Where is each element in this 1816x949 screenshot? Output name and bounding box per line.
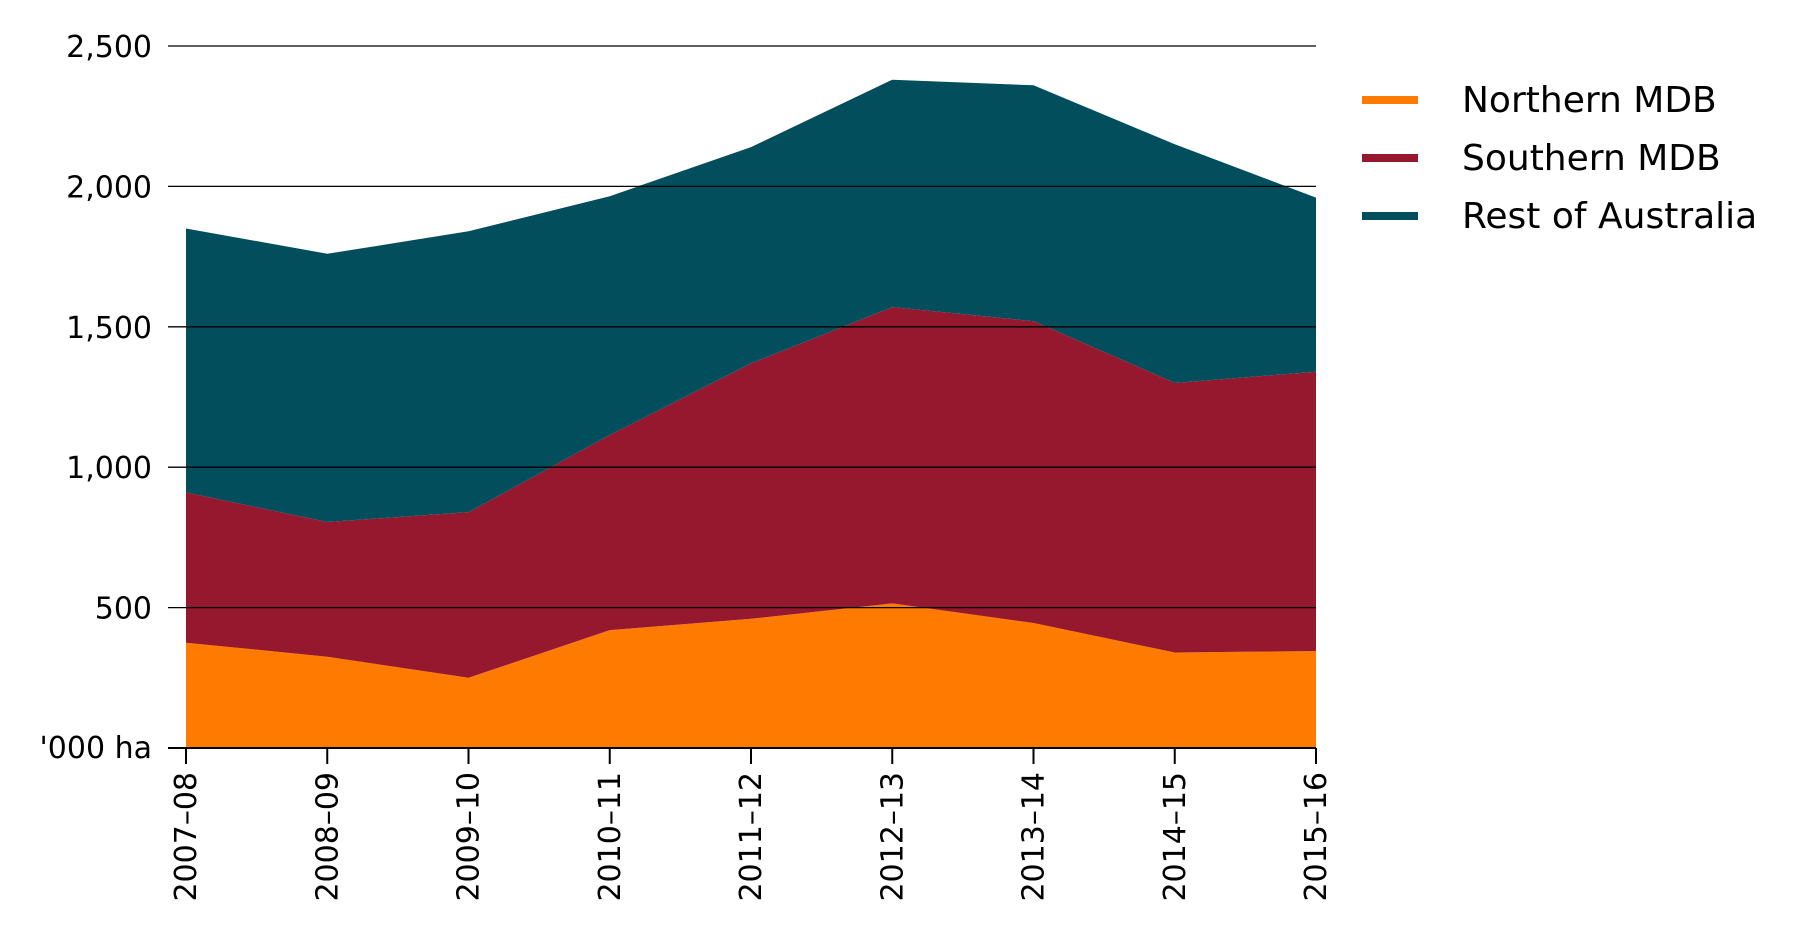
x-tick-label: 2015–16 xyxy=(1299,772,1334,902)
y-tick-label: 500 xyxy=(95,592,152,627)
x-tick-label: 2008–09 xyxy=(310,772,345,902)
x-tick-label: 2007–08 xyxy=(169,772,204,902)
axes xyxy=(168,747,1317,764)
legend: Northern MDB Southern MDB Rest of Australi… xyxy=(1362,80,1757,237)
x-tick-label: 2011–12 xyxy=(734,772,769,902)
x-tick-label: 2009–10 xyxy=(452,772,487,902)
y-tick-label: 2,000 xyxy=(66,170,152,205)
gridlines xyxy=(168,45,1316,609)
legend-swatch xyxy=(1362,96,1418,104)
y-tick-label: 1,000 xyxy=(66,451,152,486)
area-rest-of-australia xyxy=(186,79,1316,522)
x-tick-label: 2013–14 xyxy=(1017,772,1052,902)
legend-label: Rest of Australia xyxy=(1462,196,1757,237)
y-tick-label: 2,500 xyxy=(66,30,152,65)
x-tick-label: 2010–11 xyxy=(593,772,628,902)
legend-swatch xyxy=(1362,212,1418,220)
y-tick-label: 1,500 xyxy=(66,311,152,346)
area-series-group xyxy=(186,79,1316,748)
x-tick-label: 2012–13 xyxy=(875,772,910,902)
legend-swatch xyxy=(1362,154,1418,162)
x-tick-label: 2014–15 xyxy=(1158,772,1193,902)
area-southern-mdb xyxy=(186,307,1316,678)
x-axis-tick-labels: 2007–08 2008–09 2009–10 2010–11 2011–12 2012–… xyxy=(169,772,1334,902)
legend-label: Southern MDB xyxy=(1462,138,1721,179)
y-axis-tick-labels: 2,500 2,000 1,500 1,000 500 xyxy=(66,30,152,627)
area-northern-mdb xyxy=(186,603,1316,748)
legend-label: Northern MDB xyxy=(1462,80,1717,121)
y-axis-unit-label: '000 ha xyxy=(40,731,152,766)
